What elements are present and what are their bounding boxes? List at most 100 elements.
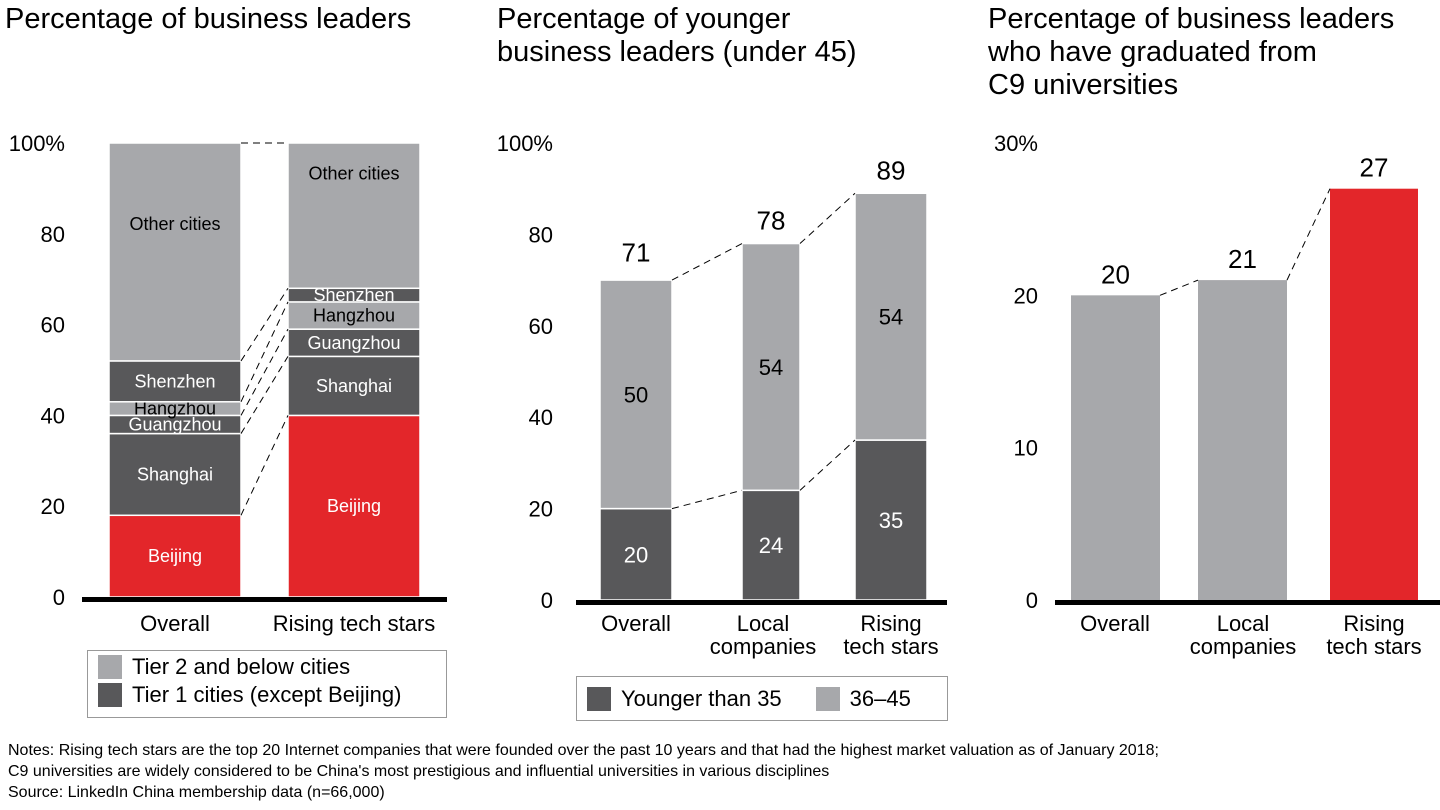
- bar-segment: [287, 328, 421, 358]
- segment-label: Shanghai: [137, 464, 213, 484]
- chart2-title-line: business leaders (under 45): [497, 36, 857, 68]
- chart3-xlabel: Overall: [1055, 612, 1175, 635]
- segment-label: Beijing: [148, 546, 202, 566]
- segment-label: Other cities: [308, 163, 399, 183]
- segment-value-label: 24: [759, 533, 783, 558]
- y-tick-label: 20: [529, 497, 553, 522]
- connector-line: [240, 328, 289, 416]
- connector-line: [1159, 279, 1199, 296]
- segment-label: Hangzhou: [134, 399, 216, 419]
- segment-value-label: 54: [759, 355, 783, 380]
- y-tick-label: 40: [41, 403, 65, 428]
- label-line: companies: [1189, 634, 1297, 659]
- segment-label: Guangzhou: [307, 333, 400, 353]
- legend-swatch: [98, 655, 122, 679]
- bar-segment: [287, 355, 421, 417]
- connector-line: [240, 356, 289, 434]
- legend-label: 36–45: [849, 685, 911, 711]
- bar-segment: [287, 142, 421, 290]
- label-line: Local: [1216, 611, 1270, 636]
- bar: [1071, 295, 1160, 600]
- y-tick-label: 80: [529, 222, 553, 247]
- source-line: Source: LinkedIn China membership data (…: [8, 784, 385, 801]
- y-tick-label: 60: [41, 313, 65, 338]
- legend-label: Tier 2 and below cities: [132, 654, 351, 679]
- label-line: tech stars: [843, 634, 939, 659]
- chart1-title: Percentage of business leaders: [5, 3, 412, 35]
- label-line: tech stars: [1326, 634, 1422, 659]
- label-line: Rising: [1343, 611, 1405, 636]
- legend-swatch: [98, 683, 122, 707]
- total-label: 71: [622, 238, 651, 268]
- label-line: Overall: [601, 611, 671, 636]
- value-label: 21: [1228, 244, 1257, 274]
- chart2-xlabel: Local companies: [700, 612, 826, 658]
- y-tick-label: 100%: [497, 131, 553, 156]
- segment-label: Shenzhen: [313, 285, 394, 305]
- legend-swatch: [587, 686, 611, 711]
- chart2-title-line: Percentage of younger: [497, 3, 791, 35]
- total-label: 89: [877, 155, 906, 185]
- connector-line: [240, 301, 289, 402]
- y-tick-label: 80: [41, 222, 65, 247]
- x-axis-line: [576, 600, 947, 605]
- bar: [1198, 280, 1287, 600]
- bar-segment: [741, 242, 801, 492]
- label-line: companies: [709, 634, 817, 659]
- chart2-xlabel: Overall: [576, 612, 696, 635]
- chart1-xlabel: Overall: [140, 611, 210, 636]
- connector-line: [799, 439, 856, 491]
- legend-item: Tier 1 cities (except Beijing): [98, 681, 446, 709]
- legend-label: Tier 1 cities (except Beijing): [132, 682, 402, 707]
- segment-label: Other cities: [129, 214, 220, 234]
- x-axis-line: [82, 597, 447, 602]
- chart3-title: Percentage of business leaders who have …: [988, 3, 1394, 102]
- segment-label: Guangzhou: [128, 414, 221, 434]
- label-line: Overall: [1080, 611, 1150, 636]
- bar-segment: [108, 360, 242, 403]
- legend-item: Tier 2 and below cities: [98, 653, 446, 681]
- chart2-title: Percentage of younger business leaders (…: [497, 3, 856, 69]
- chart3-xlabel: Rising tech stars: [1311, 612, 1437, 658]
- bar-segment: [854, 192, 928, 441]
- bar-segment: [599, 279, 673, 510]
- y-tick-label: 20: [1014, 283, 1038, 308]
- chart2-legend: Younger than 35 36–45: [576, 676, 948, 721]
- connector-line: [240, 415, 289, 516]
- legend-label: Younger than 35: [621, 685, 782, 711]
- bar-segment: [108, 142, 242, 362]
- y-tick-label: 30%: [994, 131, 1038, 156]
- chart3-title-line: Percentage of business leaders: [988, 3, 1395, 35]
- chart3-xlabel: Local companies: [1180, 612, 1306, 658]
- connector-line: [671, 489, 743, 510]
- x-axis-line: [1055, 600, 1440, 605]
- segment-label: Shanghai: [316, 376, 392, 396]
- chart1-legend: Tier 2 and below cities Tier 1 cities (e…: [87, 650, 447, 718]
- bar-segment: [741, 489, 801, 601]
- chart3-title-line: who have graduated from: [988, 36, 1317, 68]
- bar-segment: [599, 507, 673, 601]
- y-tick-label: 20: [41, 494, 65, 519]
- value-label: 27: [1360, 153, 1389, 183]
- segment-label: Shenzhen: [134, 371, 215, 391]
- notes-line: C9 universities are widely considered to…: [8, 763, 830, 780]
- bar: [1330, 188, 1418, 600]
- connector-line: [240, 288, 289, 362]
- label-line: Local: [736, 611, 790, 636]
- y-tick-label: 100%: [9, 131, 65, 156]
- label-line: Rising: [860, 611, 922, 636]
- y-tick-label: 0: [541, 588, 553, 613]
- segment-value-label: 50: [624, 382, 648, 407]
- bar-segment: [287, 414, 421, 598]
- notes: Notes: Rising tech stars are the top 20 …: [8, 740, 1159, 803]
- connector-line: [1286, 188, 1331, 281]
- chart3-title-line: C9 universities: [988, 69, 1179, 101]
- notes-line: Notes: Rising tech stars are the top 20 …: [8, 742, 1159, 759]
- segment-value-label: 35: [879, 508, 903, 533]
- chart2-xlabel: Rising tech stars: [828, 612, 954, 658]
- value-label: 20: [1101, 259, 1130, 289]
- chart1-xlabel: Rising tech stars: [272, 611, 436, 636]
- legend-swatch: [815, 686, 840, 711]
- y-tick-label: 60: [529, 314, 553, 339]
